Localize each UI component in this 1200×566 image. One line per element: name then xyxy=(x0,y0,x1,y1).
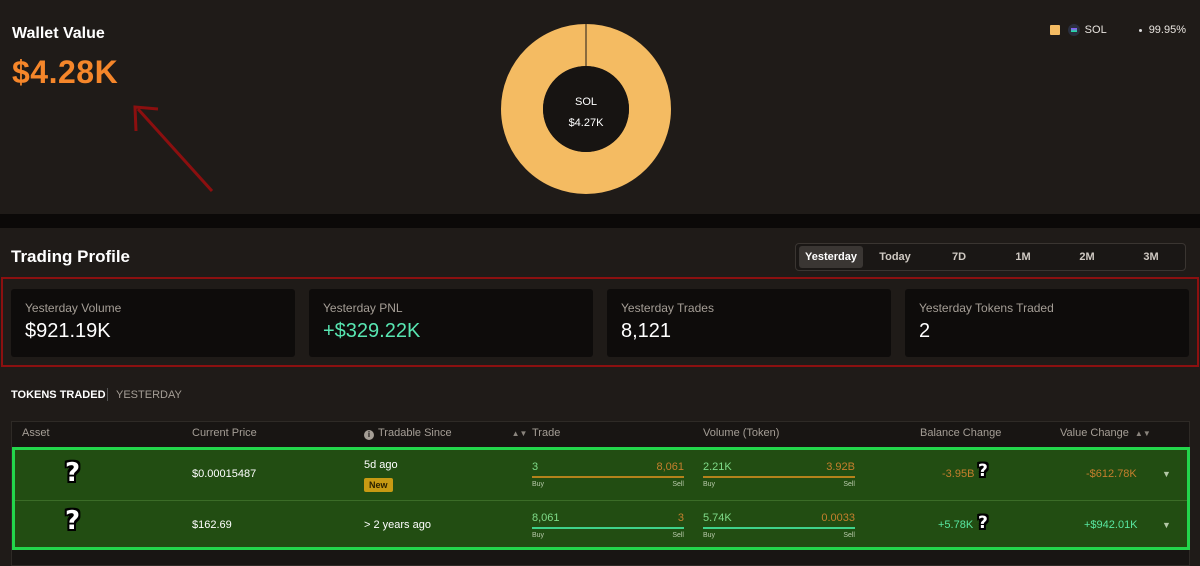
tokens-traded-title: TOKENS TRADED xyxy=(11,389,106,401)
sort-icon[interactable]: ▲▼ xyxy=(1134,429,1151,438)
volume-bar: 5.74K 0.0033 Buy Sell xyxy=(703,512,855,539)
tokens-traded-period: YESTERDAY xyxy=(116,389,182,401)
chart-legend: SOL 99.95% xyxy=(1049,24,1186,36)
stat-card-pnl: Yesterday PNL +$329.22K xyxy=(309,289,593,357)
stat-value: 2 xyxy=(919,320,931,342)
annotation-arrow-icon xyxy=(133,105,214,193)
legend-percent: 99.95% xyxy=(1148,24,1186,36)
tradable-since: 5d ago xyxy=(364,459,398,471)
legend-asset: SOL xyxy=(1084,24,1107,36)
period-tabs: Yesterday Today 7D 1M 2M 3M xyxy=(795,243,1186,271)
tab-7d[interactable]: 7D xyxy=(951,251,967,263)
current-price: $0.00015487 xyxy=(192,468,257,480)
stat-label: Yesterday PNL xyxy=(323,301,403,315)
donut-center-label: SOL xyxy=(575,96,597,108)
tab-1m[interactable]: 1M xyxy=(1015,251,1031,263)
header-value-change[interactable]: Value Change ▲▼ xyxy=(1060,427,1151,439)
current-price: $162.69 xyxy=(192,519,232,531)
trade-bar: 8,061 3 Buy Sell xyxy=(532,512,684,539)
wallet-value: $4.28K xyxy=(12,54,119,90)
tab-yesterday[interactable]: Yesterday xyxy=(799,246,863,268)
bullet-icon xyxy=(1138,28,1142,32)
rows-highlight-frame xyxy=(12,447,1190,550)
stats-highlight-frame xyxy=(1,277,1199,367)
stat-card-tokens-traded: Yesterday Tokens Traded 2 xyxy=(905,289,1189,357)
allocation-donut-chart[interactable]: SOL $4.27K xyxy=(500,23,672,195)
trade-buy-fill xyxy=(532,527,684,529)
trade-bar: 3 8,061 Buy Sell xyxy=(532,461,684,488)
stat-label: Yesterday Trades xyxy=(621,301,714,315)
stat-label: Yesterday Volume xyxy=(25,301,122,315)
trade-buy: 8,061 xyxy=(532,512,560,524)
unknown-token-icon: ? xyxy=(65,458,81,488)
volume-buy-fill xyxy=(703,527,855,529)
unknown-token-icon: ? xyxy=(978,461,988,481)
volume-buy: 5.74K xyxy=(703,512,732,524)
header-asset: Asset xyxy=(22,427,50,439)
expand-chevron-icon[interactable]: ▼ xyxy=(1162,520,1171,530)
tab-3m[interactable]: 3M xyxy=(1143,251,1159,263)
value-change: -$612.78K xyxy=(1086,468,1137,480)
title-separator xyxy=(107,388,108,401)
sort-icon[interactable]: ▲▼ xyxy=(511,429,528,438)
trading-profile-title: Trading Profile xyxy=(11,247,131,266)
row-divider xyxy=(15,500,1187,501)
volume-buy: 2.21K xyxy=(703,461,732,473)
header-balance-change: Balance Change xyxy=(920,427,1002,439)
donut-center-value: $4.27K xyxy=(569,117,605,129)
header-trade: Trade xyxy=(532,427,561,439)
balance-change: +5.78K xyxy=(938,519,974,531)
new-badge: New xyxy=(364,478,393,492)
volume-bar: 2.21K 3.92B Buy Sell xyxy=(703,461,855,488)
stat-value: 8,121 xyxy=(621,320,672,342)
section-divider xyxy=(0,214,1200,228)
tradable-since: > 2 years ago xyxy=(364,519,431,531)
tab-today[interactable]: Today xyxy=(879,251,911,263)
wallet-section: Wallet Value $4.28K SOL $4.27K SOL 99.95… xyxy=(0,0,1200,214)
unknown-token-icon: ? xyxy=(65,506,81,536)
value-change: +$942.01K xyxy=(1084,519,1138,531)
expand-chevron-icon[interactable]: ▼ xyxy=(1162,469,1171,479)
trade-buy: 3 xyxy=(532,461,539,473)
stat-label: Yesterday Tokens Traded xyxy=(919,301,1054,315)
header-volume: Volume (Token) xyxy=(703,427,780,439)
header-current-price: Current Price xyxy=(192,427,257,439)
volume-sell: 0.0033 xyxy=(821,512,855,524)
stat-value: +$329.22K xyxy=(323,320,421,342)
stat-value: $921.19K xyxy=(25,320,111,342)
info-icon: i xyxy=(364,430,374,440)
unknown-token-icon: ? xyxy=(978,513,988,533)
volume-sell: 3.92B xyxy=(826,461,855,473)
header-tradable-since[interactable]: i Tradable Since ▲▼ xyxy=(364,427,527,440)
wallet-title: Wallet Value xyxy=(12,25,105,42)
stat-card-trades: Yesterday Trades 8,121 xyxy=(607,289,891,357)
stat-card-volume: Yesterday Volume $921.19K xyxy=(11,289,295,357)
tab-2m[interactable]: 2M xyxy=(1079,251,1095,263)
balance-change: -3.95B xyxy=(942,468,975,480)
solana-icon xyxy=(1067,24,1080,36)
trade-sell: 8,061 xyxy=(656,461,684,473)
legend-swatch xyxy=(1049,25,1060,35)
trade-sell: 3 xyxy=(677,512,684,524)
